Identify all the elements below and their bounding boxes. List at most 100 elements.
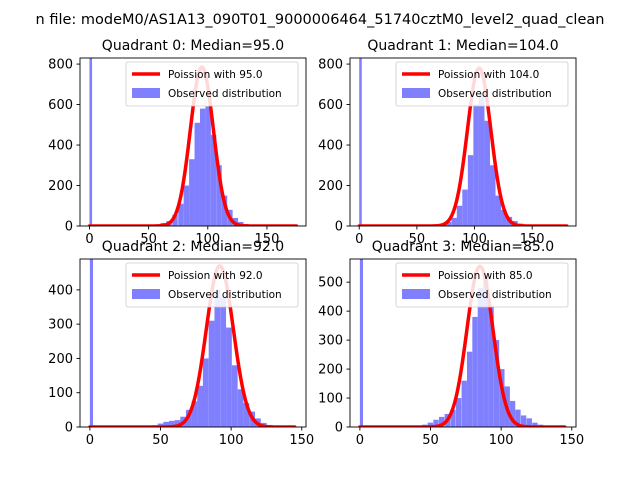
x-tick-label: 50 <box>409 232 426 247</box>
histogram-bar <box>462 189 468 226</box>
y-tick-label: 0 <box>65 220 73 235</box>
panel-quadrant-3: 0 50 100 150 0 100 200 300 400 500 Poission with 8… <box>318 239 584 448</box>
y-tick-label: 500 <box>318 276 343 291</box>
x-tick-label: 0 <box>85 232 93 247</box>
y-tick-label: 400 <box>318 139 343 154</box>
legend: Poission with 92.0 Observed distribution <box>125 262 299 308</box>
y-tick-label: 0 <box>335 220 343 235</box>
x-tick-label: 0 <box>356 433 364 448</box>
histogram-bar <box>183 185 190 226</box>
histogram-bar <box>199 108 206 226</box>
y-tick-label: 300 <box>318 334 343 349</box>
histogram-bar <box>359 58 362 226</box>
panel-title: Quadrant 2: Median=92.0 <box>102 239 284 255</box>
histogram-bar <box>243 403 250 427</box>
legend-swatch-histogram <box>402 88 430 98</box>
panel-title: Quadrant 1: Median=104.0 <box>367 38 558 54</box>
legend-swatch-histogram <box>132 289 160 299</box>
histogram-bar <box>484 120 490 226</box>
y-tick-label: 400 <box>48 283 73 298</box>
x-tick-label: 150 <box>520 232 545 247</box>
histogram-bar <box>520 415 527 427</box>
poisson-curve <box>87 65 299 226</box>
legend: Poission with 104.0 Observed distribution <box>395 61 569 107</box>
histogram-bar <box>191 401 198 427</box>
legend-box <box>395 262 569 308</box>
x-tick-label: 0 <box>355 232 363 247</box>
histogram-bar <box>226 327 232 427</box>
histogram-bar <box>197 385 204 427</box>
x-tick-label: 100 <box>195 232 220 247</box>
histogram-bar <box>501 209 507 226</box>
y-tick-label: 800 <box>318 58 343 73</box>
histogram-bar <box>210 134 217 226</box>
histogram-bar <box>438 416 445 427</box>
histogram-bar <box>163 421 170 427</box>
x-tick-label: 100 <box>219 433 244 448</box>
legend-box <box>125 61 299 107</box>
axes-frame <box>349 258 577 428</box>
histogram-bar <box>427 422 434 427</box>
panel-title: Quadrant 3: Median=85.0 <box>372 239 554 255</box>
histogram-bar <box>483 276 489 427</box>
figure-suptitle: n file: modeM0/AS1A13_090T01_9000006464_… <box>36 12 605 28</box>
x-tick-label: 100 <box>489 433 514 448</box>
legend-entry: Observed distribution <box>438 289 552 301</box>
histogram-bar <box>433 419 439 427</box>
legend-entry: Observed distribution <box>168 88 282 100</box>
y-tick-label: 0 <box>65 421 73 436</box>
histogram-bar <box>178 203 184 226</box>
x-tick-label: 50 <box>140 232 157 247</box>
y-tick-label: 600 <box>318 98 343 113</box>
y-tick-label: 100 <box>48 386 73 401</box>
histogram-bar <box>499 369 505 427</box>
histogram-bar <box>220 296 227 427</box>
plot-area <box>88 259 297 427</box>
histogram-bar <box>495 195 502 226</box>
y-tick-label: 800 <box>48 58 73 73</box>
histogram-bar <box>189 159 195 226</box>
axes-frame <box>79 258 307 428</box>
y-tick-label: 600 <box>48 98 73 113</box>
legend-entry: Poission with 85.0 <box>438 270 533 282</box>
axes-frame <box>79 57 307 227</box>
histogram-bar <box>445 221 452 226</box>
x-tick-label: 100 <box>462 232 487 247</box>
y-tick-label: 200 <box>48 352 73 367</box>
histogram-bar <box>466 351 473 427</box>
histogram-bar <box>473 104 479 226</box>
legend-entry: Poission with 95.0 <box>168 69 263 81</box>
histogram-bar <box>231 365 238 427</box>
y-tick-label: 200 <box>48 179 73 194</box>
legend-box <box>395 61 569 107</box>
panel-title: Quadrant 0: Median=95.0 <box>102 38 284 54</box>
histogram-bar <box>237 389 244 427</box>
axes-frame <box>349 57 577 227</box>
histogram-bar <box>216 165 222 226</box>
legend: Poission with 85.0 Observed distribution <box>395 262 569 308</box>
legend-box <box>125 262 299 308</box>
legend-swatch-histogram <box>402 289 430 299</box>
histogram-bar <box>515 409 521 427</box>
histogram-bar <box>455 398 462 427</box>
x-tick-label: 150 <box>559 433 584 448</box>
histogram-bar <box>477 287 484 427</box>
y-tick-label: 200 <box>318 363 343 378</box>
histogram-bar <box>450 409 456 427</box>
histogram-bar <box>202 358 209 427</box>
histogram-bar <box>174 420 181 427</box>
histogram-bar <box>359 259 363 427</box>
plot-area <box>87 58 299 226</box>
histogram-bar <box>172 214 178 226</box>
histogram-bar <box>489 165 496 226</box>
histogram-bar <box>89 58 93 226</box>
legend-entry: Poission with 92.0 <box>168 270 263 282</box>
histogram-bar <box>472 316 478 427</box>
legend: Poission with 95.0 Observed distribution <box>125 61 299 107</box>
histogram-bar <box>89 259 93 427</box>
histogram-bar <box>461 380 467 427</box>
x-tick-label: 150 <box>255 232 280 247</box>
histogram-bar <box>467 155 474 226</box>
x-tick-label: 50 <box>422 433 439 448</box>
